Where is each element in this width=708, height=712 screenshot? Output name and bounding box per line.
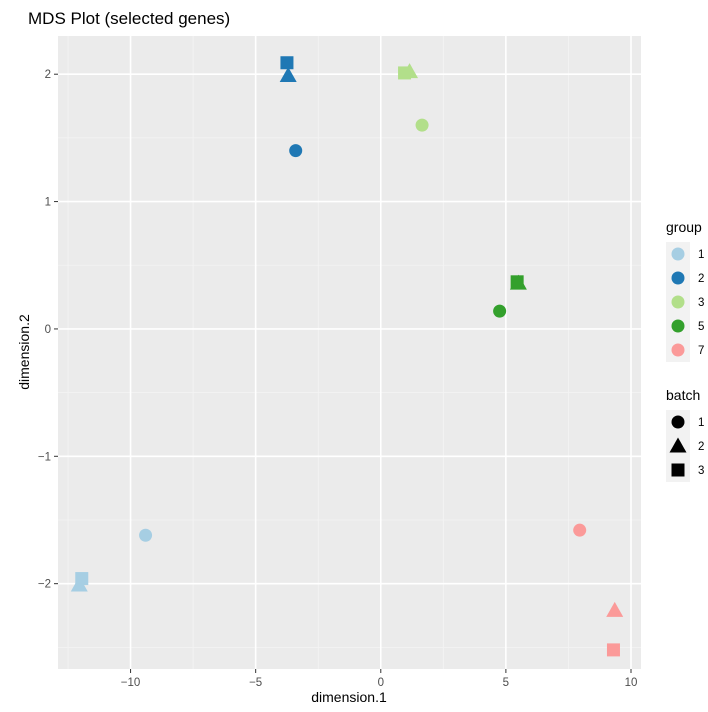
legend-key-group-5 xyxy=(671,319,685,333)
data-point-group-1-batch-3 xyxy=(75,572,89,586)
legend-label-group-5: 5 xyxy=(698,321,704,333)
x-tick-label: 5 xyxy=(503,677,509,689)
x-tick-label: −5 xyxy=(249,677,262,689)
legend-label-group-7: 7 xyxy=(698,345,704,357)
data-point-group-7-batch-1 xyxy=(573,523,587,537)
x-axis-title: dimension.1 xyxy=(311,689,387,705)
y-axis-ticks: −2 −1 0 1 2 xyxy=(38,69,58,591)
x-tick-label: 0 xyxy=(378,677,384,689)
legend-title-group: group xyxy=(666,219,702,235)
data-point-group-7-batch-2 xyxy=(606,601,624,617)
data-points xyxy=(70,56,624,657)
y-tick-label: −1 xyxy=(38,451,51,463)
data-point-group-5-batch-3 xyxy=(510,275,524,289)
chart-title: MDS Plot (selected genes) xyxy=(28,9,230,28)
data-point-group-3-batch-1 xyxy=(415,118,429,132)
legend-key-group-3 xyxy=(671,295,685,309)
plot-panel xyxy=(58,36,641,669)
legend-key-group-2 xyxy=(671,271,685,285)
grid xyxy=(58,36,641,669)
y-tick-label: −2 xyxy=(38,579,51,591)
legend-key-batch-2 xyxy=(669,437,687,453)
y-axis-title: dimension.2 xyxy=(16,314,32,390)
y-tick-label: 2 xyxy=(45,69,51,81)
legend-key-group-1 xyxy=(671,247,685,261)
data-point-group-7-batch-3 xyxy=(606,643,620,657)
data-point-group-3-batch-3 xyxy=(398,66,412,80)
legend-label-batch-2: 2 xyxy=(698,441,704,453)
data-point-group-2-batch-2 xyxy=(279,66,297,82)
legend-title-batch: batch xyxy=(666,387,700,403)
legend-key-group-7 xyxy=(671,343,685,357)
y-tick-label: 1 xyxy=(45,197,51,209)
legend-key-batch-3 xyxy=(671,463,685,477)
legend: group 1 2 3 5 7 batch 1 2 3 xyxy=(666,219,704,482)
x-axis-ticks: −10 −5 0 5 10 xyxy=(121,669,638,689)
legend-label-group-2: 2 xyxy=(698,273,704,285)
data-point-group-1-batch-1 xyxy=(139,528,153,542)
legend-label-batch-3: 3 xyxy=(698,465,704,477)
y-tick-label: 0 xyxy=(45,324,51,336)
legend-label-batch-1: 1 xyxy=(698,417,704,429)
data-point-group-2-batch-1 xyxy=(289,144,303,158)
legend-label-group-3: 3 xyxy=(698,297,704,309)
data-point-group-2-batch-3 xyxy=(280,56,294,70)
x-tick-label: −10 xyxy=(121,677,141,689)
legend-key-batch-1 xyxy=(671,415,685,429)
data-point-group-5-batch-1 xyxy=(493,304,507,318)
x-tick-label: 10 xyxy=(625,677,638,689)
legend-label-group-1: 1 xyxy=(698,249,704,261)
